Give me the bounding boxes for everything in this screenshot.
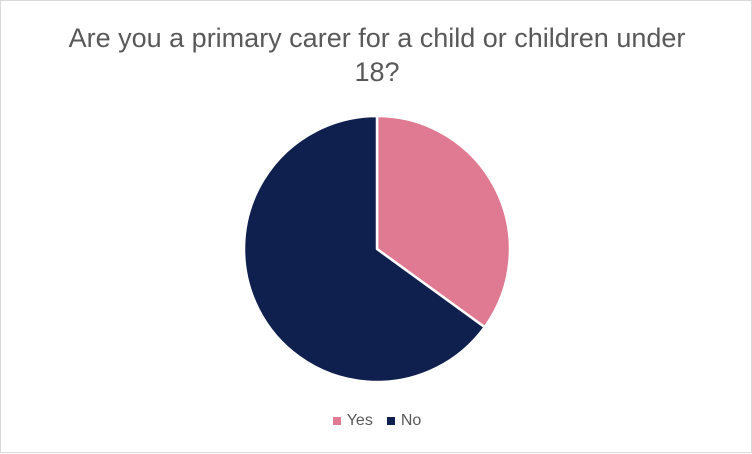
legend-label-yes: Yes [346,412,373,429]
legend-item-yes: Yes [332,412,373,430]
chart-title: Are you a primary carer for a child or c… [68,23,686,87]
pie-slice-yes [375,114,512,329]
legend-item-no: No [386,412,422,430]
pie-slice-no [242,114,486,384]
legend-swatch-yes [332,417,341,425]
legend-swatch-no [386,417,395,425]
legend-label-no: No [400,412,422,429]
legend: Yes No [1,412,752,430]
